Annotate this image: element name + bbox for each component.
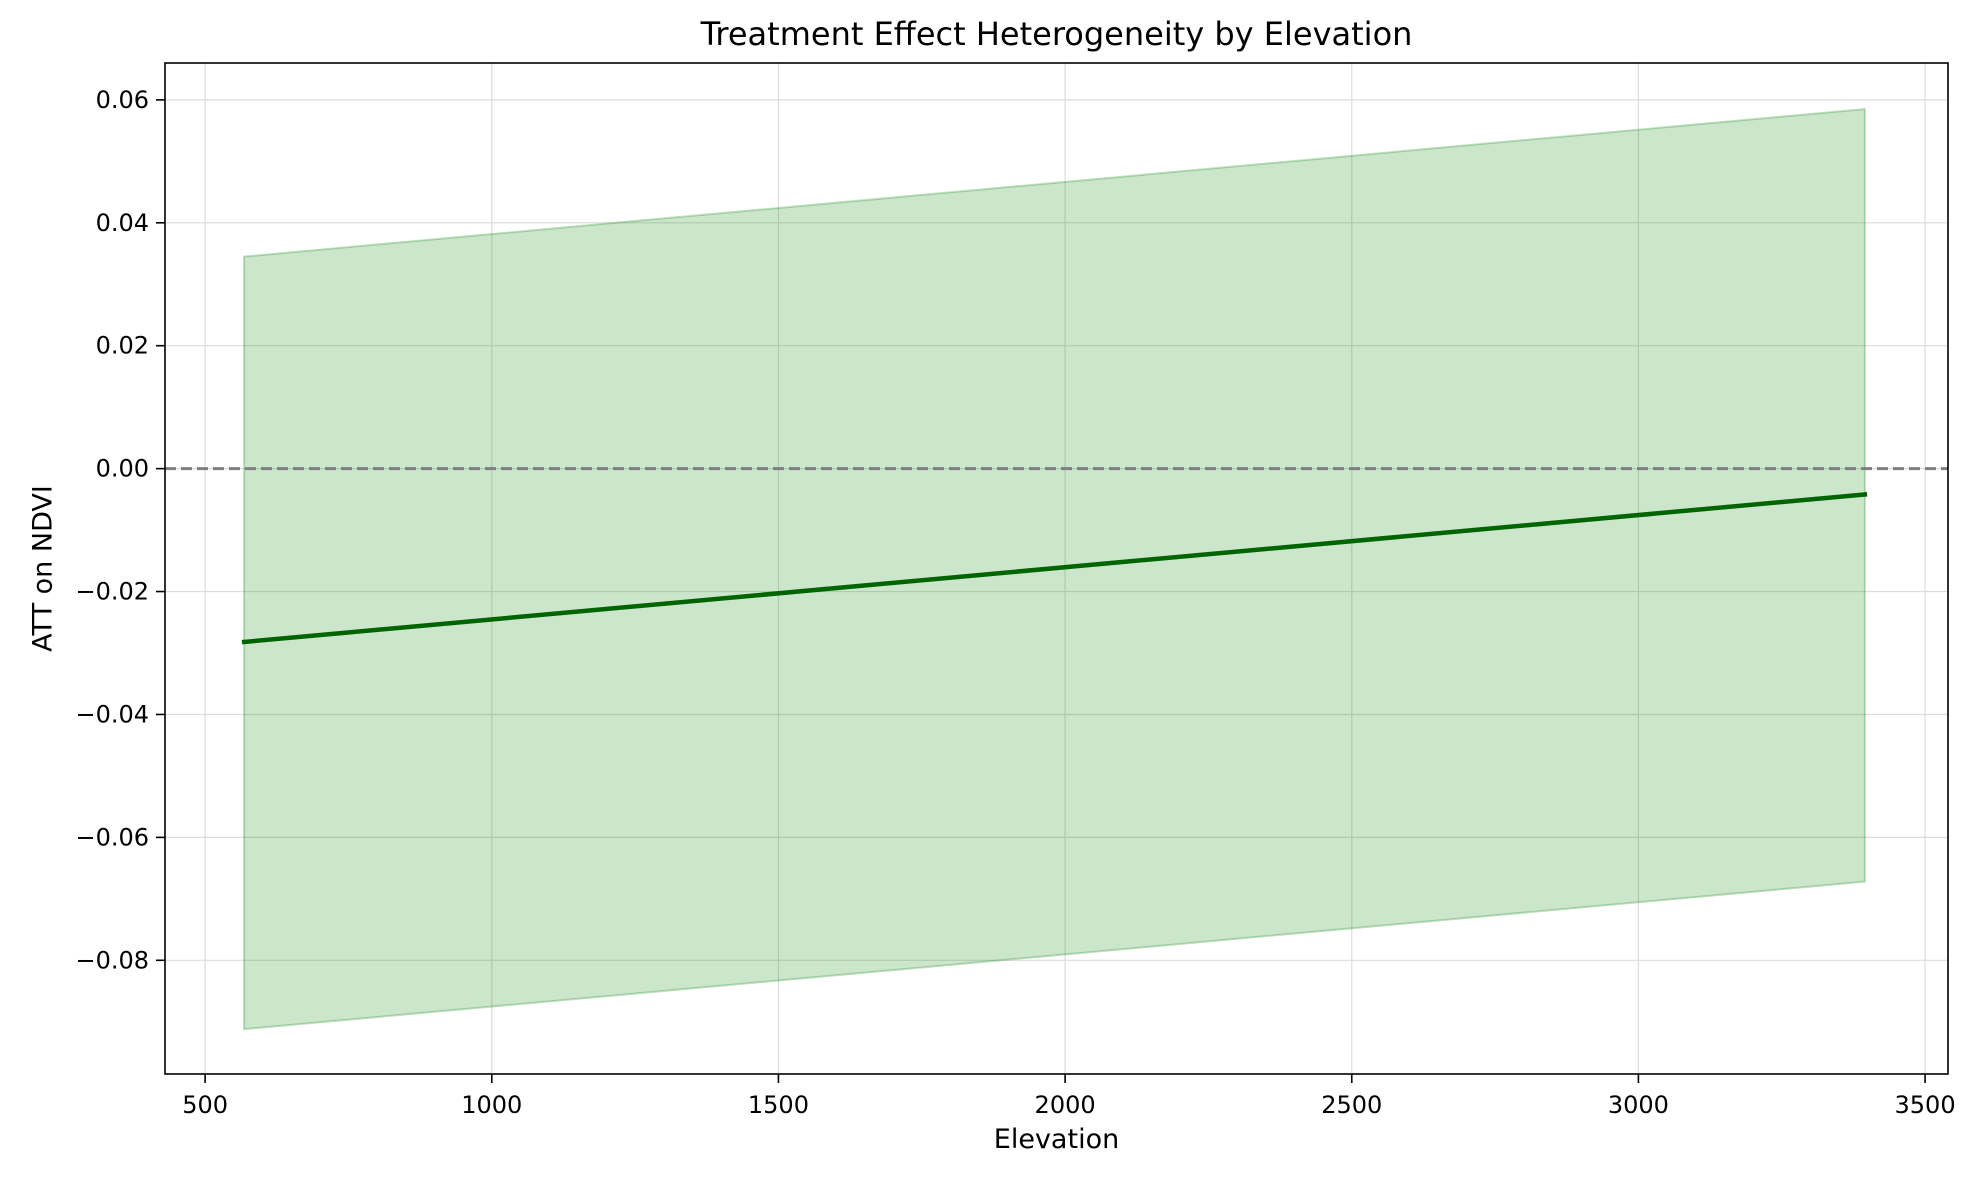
y-tick-label: −0.04 bbox=[75, 700, 149, 728]
x-axis-label: Elevation bbox=[994, 1124, 1119, 1155]
plot-frame bbox=[164, 62, 1949, 1075]
series-line bbox=[241, 491, 1868, 645]
x-axis: 500 1000 1500 2000 2500 3000 3500 bbox=[182, 1074, 1956, 1119]
y-tick-label: 0.06 bbox=[96, 86, 149, 114]
x-tick-label: 1000 bbox=[461, 1091, 522, 1119]
y-tick-label: −0.02 bbox=[75, 578, 149, 606]
y-tick-label: 0.02 bbox=[96, 332, 149, 360]
y-axis: −0.08 −0.06 −0.04 −0.02 0.00 0.02 0.04 0.06 bbox=[75, 86, 165, 974]
x-tick-label: 3500 bbox=[1895, 1091, 1956, 1119]
grid bbox=[165, 63, 1948, 1074]
x-tick-label: 2000 bbox=[1035, 1091, 1096, 1119]
x-tick-label: 500 bbox=[182, 1091, 228, 1119]
x-tick-label: 2500 bbox=[1321, 1091, 1382, 1119]
y-tick-label: −0.08 bbox=[75, 946, 149, 974]
x-tick-label: 3000 bbox=[1608, 1091, 1669, 1119]
y-tick-label: 0.04 bbox=[96, 209, 149, 237]
y-tick-label: 0.00 bbox=[96, 455, 149, 483]
chart-title: Treatment Effect Heterogeneity by Elevat… bbox=[700, 15, 1413, 53]
y-tick-label: −0.06 bbox=[75, 823, 149, 851]
x-tick-label: 1500 bbox=[748, 1091, 809, 1119]
series-layer bbox=[241, 491, 1868, 645]
y-axis-label: ATT on NDVI bbox=[27, 485, 58, 652]
